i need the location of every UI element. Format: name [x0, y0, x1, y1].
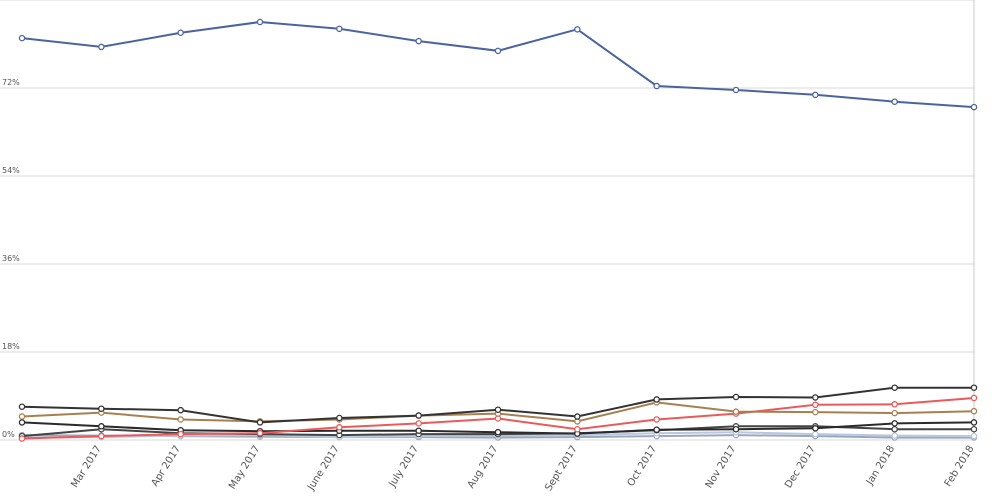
y-tick-label: 18% — [2, 342, 20, 351]
y-tick-label: 36% — [2, 254, 20, 263]
data-point — [415, 427, 422, 434]
x-tick-label: Dec 2017 — [783, 444, 818, 491]
data-point — [256, 419, 264, 426]
data-point — [256, 18, 264, 26]
data-point — [177, 406, 184, 414]
data-point — [574, 425, 581, 433]
series-line — [21, 20, 975, 109]
data-point — [336, 25, 343, 33]
x-tick-label: Feb 2018 — [943, 444, 977, 489]
data-point — [177, 430, 184, 438]
data-point — [970, 103, 978, 111]
data-point — [891, 98, 898, 105]
y-tick-label: 72% — [2, 78, 20, 87]
x-axis-ticks: Mar 2017 Apr 2017 May 2017 June 2017 July 20… — [69, 444, 976, 493]
data-point — [891, 384, 898, 391]
data-point — [494, 428, 502, 436]
data-point — [415, 37, 422, 45]
x-tick-label: Nov 2017 — [704, 444, 739, 491]
x-tick-label: Aug 2017 — [466, 444, 501, 491]
data-point — [732, 408, 740, 415]
data-point — [574, 26, 581, 33]
grid-layer — [0, 0, 975, 441]
data-point — [653, 416, 660, 423]
data-point — [415, 412, 422, 419]
data-point — [891, 420, 898, 427]
series-layer — [18, 18, 978, 442]
data-point — [18, 413, 26, 420]
data-point — [812, 394, 819, 401]
data-point — [812, 430, 819, 438]
data-point — [970, 394, 978, 402]
data-point — [415, 420, 422, 427]
data-point — [98, 423, 105, 430]
data-point — [653, 396, 660, 403]
data-point — [98, 432, 105, 440]
data-point — [891, 432, 898, 439]
data-point — [653, 426, 660, 433]
data-point — [177, 416, 184, 423]
data-point — [494, 406, 502, 413]
x-tick-label: Oct 2017 — [626, 444, 660, 489]
series-1 — [18, 384, 978, 426]
data-point — [970, 432, 978, 440]
data-point — [970, 407, 978, 415]
data-point — [98, 43, 105, 51]
x-tick-label: Jan 2018 — [864, 444, 897, 488]
data-point — [891, 401, 898, 408]
data-point — [336, 414, 343, 422]
series-4 — [18, 419, 978, 437]
x-tick-label: May 2017 — [227, 444, 262, 492]
y-tick-label: 54% — [2, 166, 20, 175]
data-point — [18, 403, 26, 411]
x-tick-label: Sept 2017 — [543, 444, 580, 493]
data-point — [812, 425, 819, 432]
data-point — [732, 393, 740, 401]
x-tick-label: June 2017 — [305, 444, 342, 493]
data-point — [18, 435, 26, 442]
data-point — [574, 413, 581, 420]
data-point — [653, 82, 660, 90]
y-tick-label: 0% — [2, 430, 15, 439]
data-point — [256, 429, 264, 437]
data-point — [18, 34, 26, 42]
data-point — [970, 419, 978, 426]
data-point — [18, 419, 26, 426]
data-point — [494, 47, 502, 55]
data-point — [970, 425, 978, 433]
data-point — [732, 425, 740, 433]
data-point — [812, 91, 819, 99]
data-point — [812, 408, 819, 416]
data-point — [891, 425, 898, 433]
x-tick-label: Apr 2017 — [150, 444, 184, 489]
data-point — [336, 424, 343, 431]
data-point — [812, 401, 819, 409]
data-point — [891, 409, 898, 417]
data-point — [177, 29, 184, 37]
x-tick-label: Mar 2017 — [69, 444, 103, 490]
data-point — [732, 86, 740, 94]
data-point — [970, 384, 978, 391]
series-0 — [18, 18, 978, 111]
data-point — [98, 405, 105, 412]
y-axis-ticks: 0%18%36%54%72%90% — [2, 78, 20, 439]
x-tick-label: July 2017 — [387, 444, 422, 490]
